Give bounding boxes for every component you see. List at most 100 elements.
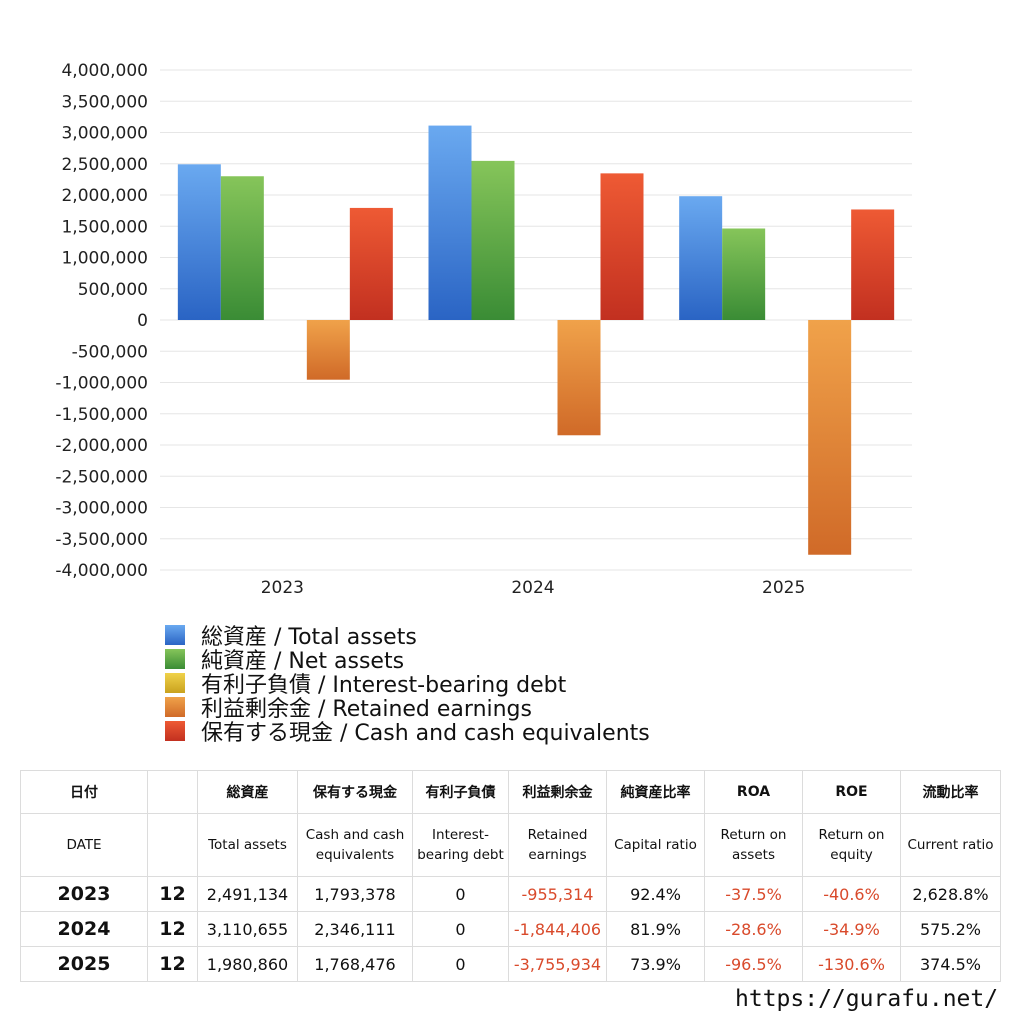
x-tick-label: 2023 xyxy=(261,578,304,598)
y-tick-label: 1,000,000 xyxy=(61,249,148,269)
bar xyxy=(220,176,264,320)
bar xyxy=(808,320,852,555)
roe-cell: -130.6% xyxy=(802,946,901,982)
capital-ratio-cell: 73.9% xyxy=(606,946,705,982)
header-cell: Return on equity xyxy=(802,813,901,877)
legend-swatch xyxy=(165,721,185,741)
y-tick-label: 500,000 xyxy=(78,280,148,300)
year-cell: 2025 xyxy=(20,946,148,982)
table-header-jp: 日付 総資産 保有する現金 有利子負債 利益剰余金 純資産比率 ROA ROE … xyxy=(20,770,1001,814)
header-cell: 日付 xyxy=(20,770,148,814)
legend-item: 総資産 / Total assets xyxy=(165,623,650,650)
y-tick-label: -1,000,000 xyxy=(55,374,148,394)
y-tick-label: -3,500,000 xyxy=(55,530,148,550)
current-ratio-cell: 575.2% xyxy=(900,911,1001,947)
y-tick-label: -500,000 xyxy=(72,342,148,362)
y-tick-label: -1,500,000 xyxy=(55,405,148,425)
header-cell: DATE xyxy=(20,813,148,877)
legend-label: 保有する現金 / Cash and cash equivalents xyxy=(201,721,650,746)
x-axis-ticks: 2023 2024 2025 xyxy=(261,578,806,598)
financial-table: 日付 総資産 保有する現金 有利子負債 利益剰余金 純資産比率 ROA ROE … xyxy=(20,770,1001,982)
table-row: 2023 12 2,491,134 1,793,378 0 -955,314 9… xyxy=(20,876,1001,912)
header-cell: 流動比率 xyxy=(900,770,1001,814)
bar xyxy=(177,164,221,320)
table-row: 2025 12 1,980,860 1,768,476 0 -3,755,934… xyxy=(20,946,1001,982)
header-cell: 利益剰余金 xyxy=(508,770,607,814)
legend-item: 利益剰余金 / Retained earnings xyxy=(165,695,650,722)
y-axis-ticks: 4,000,000 3,500,000 3,000,000 2,500,000 2,00… xyxy=(55,61,148,581)
header-cell: 有利子負債 xyxy=(412,770,509,814)
x-tick-label: 2024 xyxy=(511,578,554,598)
y-tick-label: 1,500,000 xyxy=(61,217,148,237)
bar xyxy=(471,160,515,320)
cash-cell: 2,346,111 xyxy=(297,911,413,947)
retained-earnings-cell: -3,755,934 xyxy=(508,946,607,982)
capital-ratio-cell: 81.9% xyxy=(606,911,705,947)
y-tick-label: 2,500,000 xyxy=(61,155,148,175)
total-assets-cell: 1,980,860 xyxy=(197,946,298,982)
bar xyxy=(600,173,644,320)
roa-cell: -28.6% xyxy=(704,911,803,947)
roe-cell: -34.9% xyxy=(802,911,901,947)
total-assets-cell: 2,491,134 xyxy=(197,876,298,912)
roe-cell: -40.6% xyxy=(802,876,901,912)
header-cell: ROA xyxy=(704,770,803,814)
cash-cell: 1,768,476 xyxy=(297,946,413,982)
x-tick-label: 2025 xyxy=(762,578,805,598)
site-url[interactable]: https://gurafu.net/ xyxy=(735,986,999,1012)
y-tick-label: 2,000,000 xyxy=(61,186,148,206)
legend-item: 純資産 / Net assets xyxy=(165,647,650,674)
retained-earnings-cell: -1,844,406 xyxy=(508,911,607,947)
y-tick-label: 3,500,000 xyxy=(61,92,148,112)
header-cell xyxy=(147,813,198,877)
legend-label: 有利子負債 / Interest-bearing debt xyxy=(201,673,567,698)
legend-swatch xyxy=(165,625,185,645)
roa-cell: -37.5% xyxy=(704,876,803,912)
cash-cell: 1,793,378 xyxy=(297,876,413,912)
y-tick-label: -2,000,000 xyxy=(55,436,148,456)
month-cell: 12 xyxy=(147,876,198,912)
bar xyxy=(722,228,766,320)
table-header-en: DATE Total assets Cash and cash equivale… xyxy=(20,813,1001,877)
header-cell: 総資産 xyxy=(197,770,298,814)
legend-label: 利益剰余金 / Retained earnings xyxy=(201,697,532,722)
y-tick-label: 0 xyxy=(137,311,148,331)
legend-item: 保有する現金 / Cash and cash equivalents xyxy=(165,719,650,746)
legend-label: 総資産 / Total assets xyxy=(201,625,417,650)
table-row: 2024 12 3,110,655 2,346,111 0 -1,844,406… xyxy=(20,911,1001,947)
legend-swatch xyxy=(165,673,185,693)
debt-cell: 0 xyxy=(412,876,509,912)
header-cell: Retained earnings xyxy=(508,813,607,877)
y-tick-label: 3,000,000 xyxy=(61,124,148,144)
bar xyxy=(557,320,601,436)
header-cell: 保有する現金 xyxy=(297,770,413,814)
bar xyxy=(306,320,350,380)
total-assets-cell: 3,110,655 xyxy=(197,911,298,947)
month-cell: 12 xyxy=(147,911,198,947)
header-cell xyxy=(147,770,198,814)
bar xyxy=(851,209,895,320)
retained-earnings-cell: -955,314 xyxy=(508,876,607,912)
capital-ratio-cell: 92.4% xyxy=(606,876,705,912)
year-cell: 2023 xyxy=(20,876,148,912)
y-tick-label: 4,000,000 xyxy=(61,61,148,81)
legend-swatch xyxy=(165,649,185,669)
header-cell: 純資産比率 xyxy=(606,770,705,814)
bar xyxy=(679,196,723,320)
current-ratio-cell: 374.5% xyxy=(900,946,1001,982)
legend-item: 有利子負債 / Interest-bearing debt xyxy=(165,671,650,698)
current-ratio-cell: 2,628.8% xyxy=(900,876,1001,912)
debt-cell: 0 xyxy=(412,911,509,947)
header-cell: Current ratio xyxy=(900,813,1001,877)
header-cell: Interest-bearing debt xyxy=(412,813,509,877)
header-cell: Cash and cash equivalents xyxy=(297,813,413,877)
bar-chart: 4,000,000 3,500,000 3,000,000 2,500,000 2,00… xyxy=(55,61,912,598)
y-tick-label: -3,000,000 xyxy=(55,499,148,519)
grid xyxy=(160,69,912,571)
debt-cell: 0 xyxy=(412,946,509,982)
y-tick-label: -4,000,000 xyxy=(55,561,148,581)
legend-label: 純資産 / Net assets xyxy=(201,649,405,674)
roa-cell: -96.5% xyxy=(704,946,803,982)
header-cell: Return on assets xyxy=(704,813,803,877)
legend-swatch xyxy=(165,697,185,717)
